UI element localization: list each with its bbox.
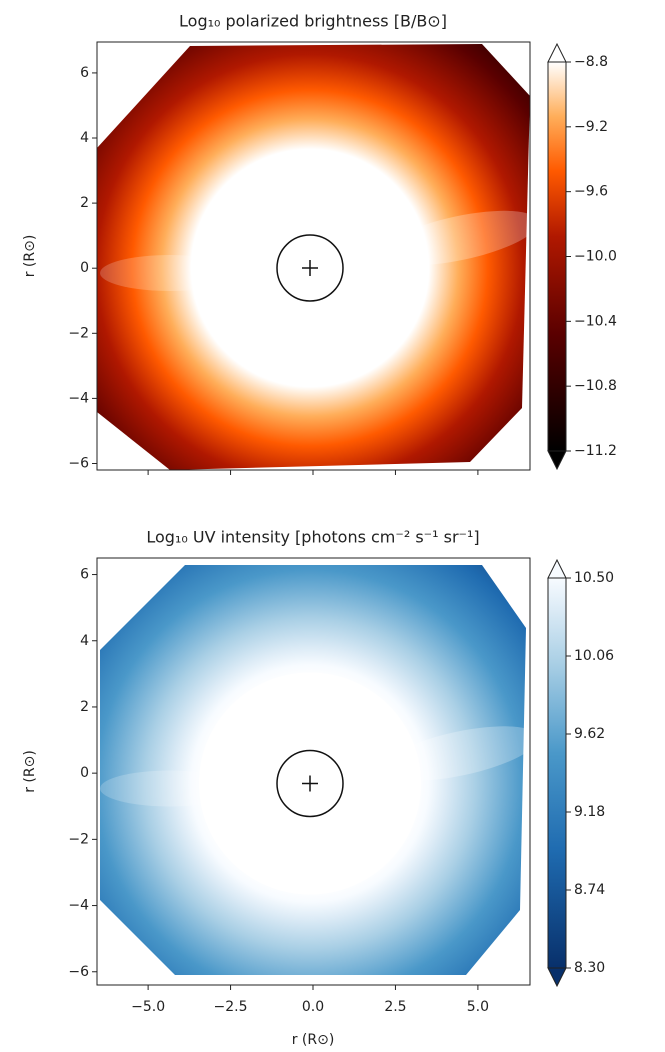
sun-center <box>302 260 318 276</box>
colorbar-tick-label: 10.50 <box>574 570 614 586</box>
x-tick-label: 2.5 <box>384 999 406 1015</box>
colorbar-extend-min <box>547 967 567 988</box>
colorbar-tick-label: 9.18 <box>574 804 605 820</box>
y-tick-label: 6 <box>80 65 89 81</box>
colorbar-extend-max <box>547 558 567 579</box>
y-tick-label: 4 <box>80 633 89 649</box>
y-tick-label: −4 <box>68 898 89 914</box>
colorbar-tick-label: 8.30 <box>574 960 605 976</box>
colorbar-tick-label: 9.62 <box>574 726 605 742</box>
panel-title: Log₁₀ polarized brightness [B/B⊙] <box>179 12 447 31</box>
colorbar-tick-label: −10.4 <box>574 313 617 329</box>
colorbar <box>548 578 566 968</box>
x-tick-label: −2.5 <box>214 999 248 1015</box>
x-axis-label: r (R⊙) <box>292 1032 335 1048</box>
y-tick-label: 6 <box>80 567 89 583</box>
panel-title: Log₁₀ UV intensity [photons cm⁻² s⁻¹ sr⁻… <box>146 528 479 547</box>
x-tick-label: −5.0 <box>131 999 165 1015</box>
y-tick-label: −6 <box>68 964 89 980</box>
colorbar-frame <box>547 577 567 968</box>
y-tick-label: 4 <box>80 130 89 146</box>
x-tick-label: 5.0 <box>467 999 489 1015</box>
colorbar-tick-label: −9.6 <box>574 184 608 200</box>
streamer <box>381 210 539 266</box>
y-tick-label: −2 <box>68 325 89 341</box>
solar-limb <box>276 749 344 818</box>
y-axis-label: r (R⊙) <box>22 750 38 793</box>
colorbar-tick-label: 10.06 <box>574 648 614 664</box>
colorbar-extend-max <box>547 42 567 63</box>
colorbar-tick-label: −9.2 <box>574 119 608 135</box>
y-tick-label: −6 <box>68 455 89 471</box>
colorbar-tick-label: −8.8 <box>574 54 608 70</box>
y-tick-label: 0 <box>80 260 89 276</box>
colorbar-tick-label: −10.8 <box>574 378 617 394</box>
y-tick-label: −4 <box>68 390 89 406</box>
y-tick-label: 2 <box>80 195 89 211</box>
colorbar-tick-label: 8.74 <box>574 882 605 898</box>
y-tick-label: 2 <box>80 699 89 715</box>
colorbar-tick-label: −10.0 <box>574 249 617 265</box>
colorbar <box>548 62 566 451</box>
y-tick-label: −2 <box>68 831 89 847</box>
solar-limb <box>276 234 344 302</box>
x-tick-label: 0.0 <box>302 999 324 1015</box>
streamer <box>381 726 539 781</box>
sun-center <box>302 775 318 792</box>
colorbar-extend-min <box>547 450 567 471</box>
colorbar-tick-label: −11.2 <box>574 443 617 459</box>
y-axis-label: r (R⊙) <box>22 235 38 278</box>
y-tick-label: 0 <box>80 765 89 781</box>
